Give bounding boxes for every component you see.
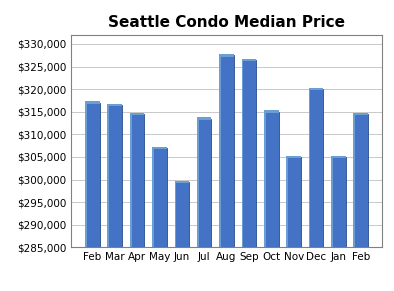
Bar	[197, 118, 199, 247]
Bar	[152, 148, 167, 247]
Bar	[331, 156, 346, 158]
Bar	[242, 60, 256, 247]
Bar	[286, 157, 301, 247]
Bar	[175, 180, 189, 183]
Bar	[286, 157, 288, 247]
Bar	[85, 103, 87, 247]
Bar	[197, 118, 212, 247]
Bar	[242, 58, 256, 61]
Bar	[152, 148, 154, 247]
Bar	[353, 113, 368, 115]
Bar	[108, 105, 109, 247]
Bar	[130, 114, 144, 247]
Bar	[85, 103, 100, 247]
Bar	[309, 88, 323, 91]
Bar	[152, 147, 167, 149]
Bar	[175, 182, 189, 247]
Bar	[130, 113, 144, 115]
Bar	[309, 89, 310, 247]
Bar	[108, 105, 122, 247]
Bar	[242, 60, 243, 247]
Bar	[264, 111, 279, 113]
Title: Seattle Condo Median Price: Seattle Condo Median Price	[108, 15, 345, 30]
Bar	[309, 89, 323, 247]
Bar	[331, 157, 333, 247]
Bar	[219, 55, 234, 247]
Bar	[264, 112, 279, 247]
Bar	[85, 102, 100, 104]
Bar	[197, 117, 212, 120]
Bar	[331, 157, 346, 247]
Bar	[130, 114, 132, 247]
Bar	[219, 55, 221, 247]
Bar	[175, 182, 176, 247]
Bar	[353, 114, 368, 247]
Bar	[264, 112, 266, 247]
Bar	[353, 114, 355, 247]
Bar	[219, 54, 234, 56]
Bar	[108, 104, 122, 106]
Bar	[286, 156, 301, 158]
